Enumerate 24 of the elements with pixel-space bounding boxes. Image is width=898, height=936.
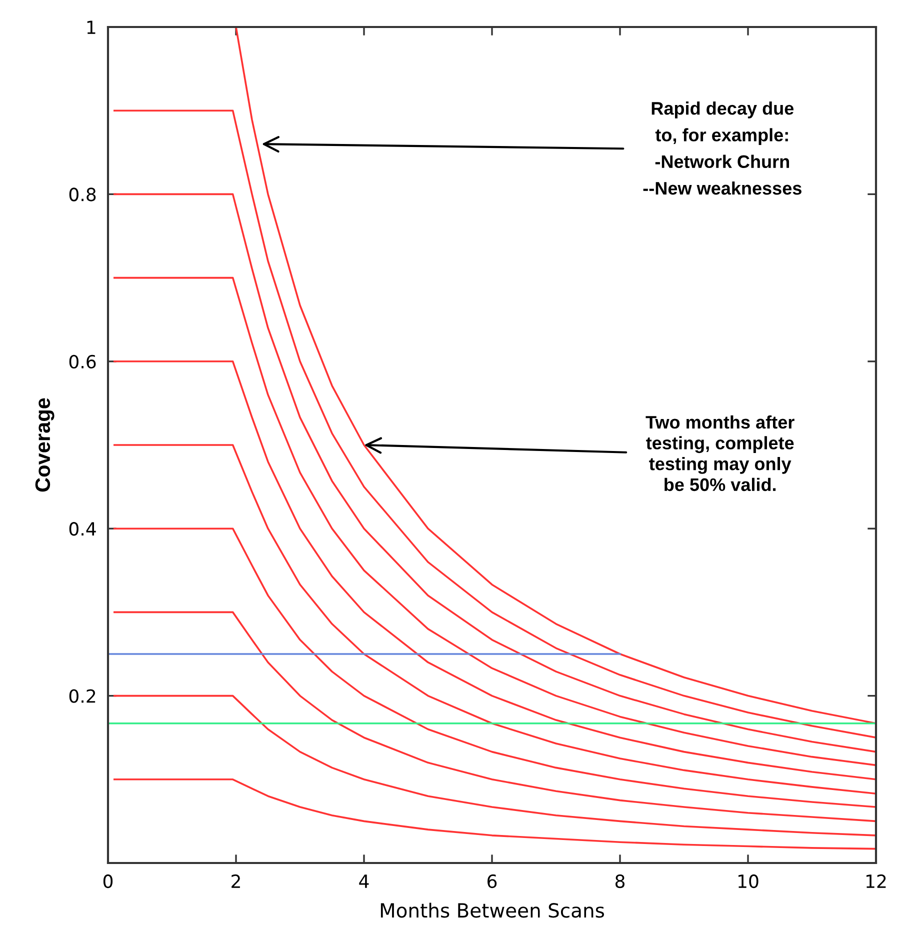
x-tick-label: 8 [615,874,625,888]
y-tick-label: 0.2 [69,689,96,703]
line-series [113,611,876,822]
annotation: Two months after testing, complete testing may only be 50% valid. [646,415,794,492]
y-tick-label: 0.6 [69,354,96,369]
x-tick-label: 4 [359,874,369,888]
line-series [113,360,876,780]
x-axis-title: Months Between Scans [380,902,604,918]
line-series [235,27,876,724]
y-tick-label: 0.4 [69,522,96,536]
x-tick-label: 0 [103,874,113,888]
x-tick-label: 12 [866,874,886,888]
line-series [113,528,876,808]
line-series [113,193,876,753]
y-axis-title: Coverage [35,398,54,492]
line-series [113,276,876,766]
x-tick-label: 6 [488,874,497,888]
x-tick-label: 2 [232,874,240,888]
annotation: Rapid decay due to, for example: -Network Churn --New weaknesses [643,102,802,195]
line-series [113,694,876,836]
y-tick-label: 1 [87,20,96,34]
line-series [113,778,876,850]
y-tick-label: 0.8 [69,188,96,202]
x-tick-label: 10 [738,874,758,888]
